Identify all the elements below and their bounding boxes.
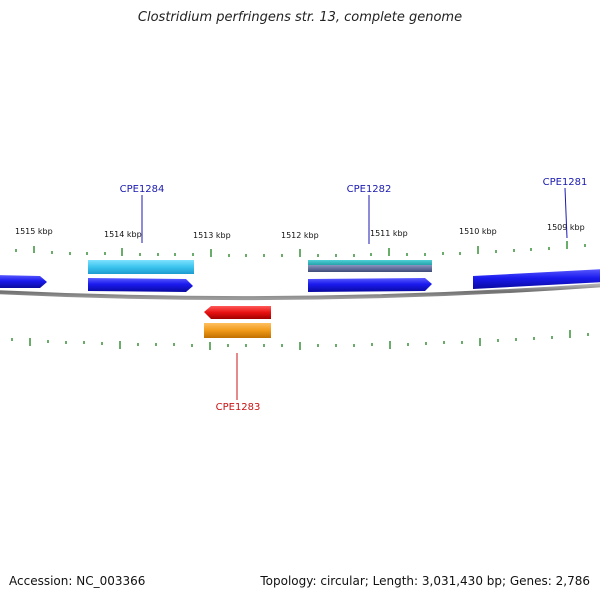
cds-arrow-cpe1282[interactable] (308, 278, 432, 292)
scale-label-1510: 1510 kbp (459, 227, 497, 236)
scale-label-1509: 1509 kbp (547, 223, 585, 232)
genome-summary-text: Topology: circular; Length: 3,031,430 bp… (260, 574, 590, 588)
gene-block-cpe1282-top[interactable] (308, 260, 432, 266)
scale-label-1515: 1515 kbp (15, 227, 53, 236)
gene-block-cpe1283[interactable] (204, 323, 271, 338)
cds-arrow-cpe1284[interactable] (88, 278, 193, 292)
leader-cpe1281 (564, 187, 568, 239)
scale-labels: 1515 kbp 1514 kbp 1513 kbp 1512 kbp 1511… (15, 223, 585, 240)
gene-label-cpe1282[interactable]: CPE1282 (347, 184, 392, 195)
map-title: Clostridium perfringens str. 13, complet… (137, 10, 463, 25)
cds-arrow-cpe1283[interactable] (204, 306, 271, 319)
cds-arrow-left-partial[interactable] (0, 275, 47, 288)
tick-row-lower (11, 330, 589, 350)
genome-backbone (0, 283, 600, 301)
tick-row-upper (15, 241, 586, 257)
gene-block-cpe1284[interactable] (88, 260, 194, 274)
gene-label-cpe1284[interactable]: CPE1284 (120, 184, 165, 195)
gene-labels: CPE1284 CPE1282 CPE1281 CPE1283 (120, 177, 588, 413)
scale-label-1514: 1514 kbp (104, 230, 142, 239)
scale-label-1513: 1513 kbp (193, 231, 231, 240)
scale-label-1512: 1512 kbp (281, 231, 319, 240)
accession-text: Accession: NC_003366 (9, 574, 146, 588)
scale-label-1511: 1511 kbp (370, 229, 408, 238)
gene-label-cpe1283[interactable]: CPE1283 (216, 402, 261, 413)
forward-gene-track (88, 260, 432, 274)
reverse-track (204, 306, 271, 338)
label-leaders (141, 187, 568, 400)
gene-label-cpe1281[interactable]: CPE1281 (543, 177, 588, 188)
gene-block-cpe1282-bottom[interactable] (308, 265, 432, 272)
cds-arrow-cpe1281[interactable] (473, 269, 600, 289)
forward-cds-track (0, 269, 600, 292)
